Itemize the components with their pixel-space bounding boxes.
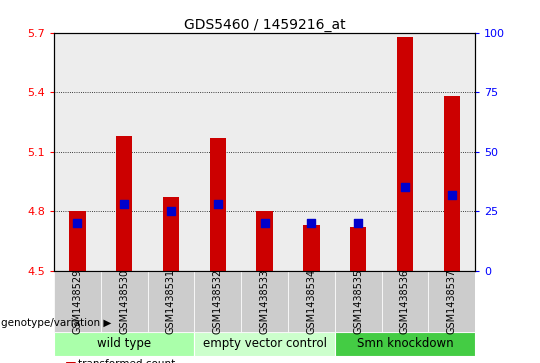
Bar xyxy=(288,271,335,332)
Point xyxy=(120,201,129,207)
Title: GDS5460 / 1459216_at: GDS5460 / 1459216_at xyxy=(184,18,346,32)
Bar xyxy=(69,211,85,271)
Bar xyxy=(54,33,101,271)
Bar xyxy=(288,33,335,271)
Bar xyxy=(194,271,241,332)
Point xyxy=(448,192,456,197)
Bar xyxy=(428,33,475,271)
Bar xyxy=(335,271,382,332)
Bar xyxy=(350,227,366,271)
Bar xyxy=(256,211,273,271)
Bar xyxy=(194,33,241,271)
Text: GSM1438534: GSM1438534 xyxy=(306,269,316,334)
Bar xyxy=(335,33,382,271)
Text: GSM1438532: GSM1438532 xyxy=(213,269,223,334)
Point xyxy=(213,201,222,207)
Point xyxy=(260,220,269,226)
Text: GSM1438537: GSM1438537 xyxy=(447,269,457,334)
Text: GSM1438530: GSM1438530 xyxy=(119,269,129,334)
Bar xyxy=(382,33,428,271)
Bar xyxy=(54,332,194,356)
Text: GSM1438536: GSM1438536 xyxy=(400,269,410,334)
Bar xyxy=(116,136,132,271)
Bar xyxy=(194,332,335,356)
Point xyxy=(307,220,316,226)
Text: GSM1438533: GSM1438533 xyxy=(260,269,269,334)
Bar xyxy=(241,33,288,271)
Text: GSM1438529: GSM1438529 xyxy=(72,269,83,334)
Bar xyxy=(397,37,413,271)
Bar xyxy=(335,332,475,356)
Bar xyxy=(54,271,101,332)
Bar xyxy=(163,197,179,271)
Text: Smn knockdown: Smn knockdown xyxy=(357,337,453,350)
Bar xyxy=(210,138,226,271)
Text: transformed count: transformed count xyxy=(78,359,176,363)
Point xyxy=(167,208,176,214)
Bar xyxy=(428,271,475,332)
Bar xyxy=(101,271,147,332)
Bar xyxy=(147,271,194,332)
Bar xyxy=(444,96,460,271)
Bar xyxy=(147,33,194,271)
Bar xyxy=(303,225,320,271)
Text: ■: ■ xyxy=(65,359,77,363)
Bar xyxy=(241,271,288,332)
Bar xyxy=(382,271,428,332)
Text: empty vector control: empty vector control xyxy=(202,337,327,350)
Point xyxy=(354,220,362,226)
Bar xyxy=(101,33,147,271)
Point xyxy=(401,184,409,190)
Text: GSM1438531: GSM1438531 xyxy=(166,269,176,334)
Point xyxy=(73,220,82,226)
Text: GSM1438535: GSM1438535 xyxy=(353,269,363,334)
Text: wild type: wild type xyxy=(97,337,151,350)
Text: genotype/variation ▶: genotype/variation ▶ xyxy=(1,318,111,328)
